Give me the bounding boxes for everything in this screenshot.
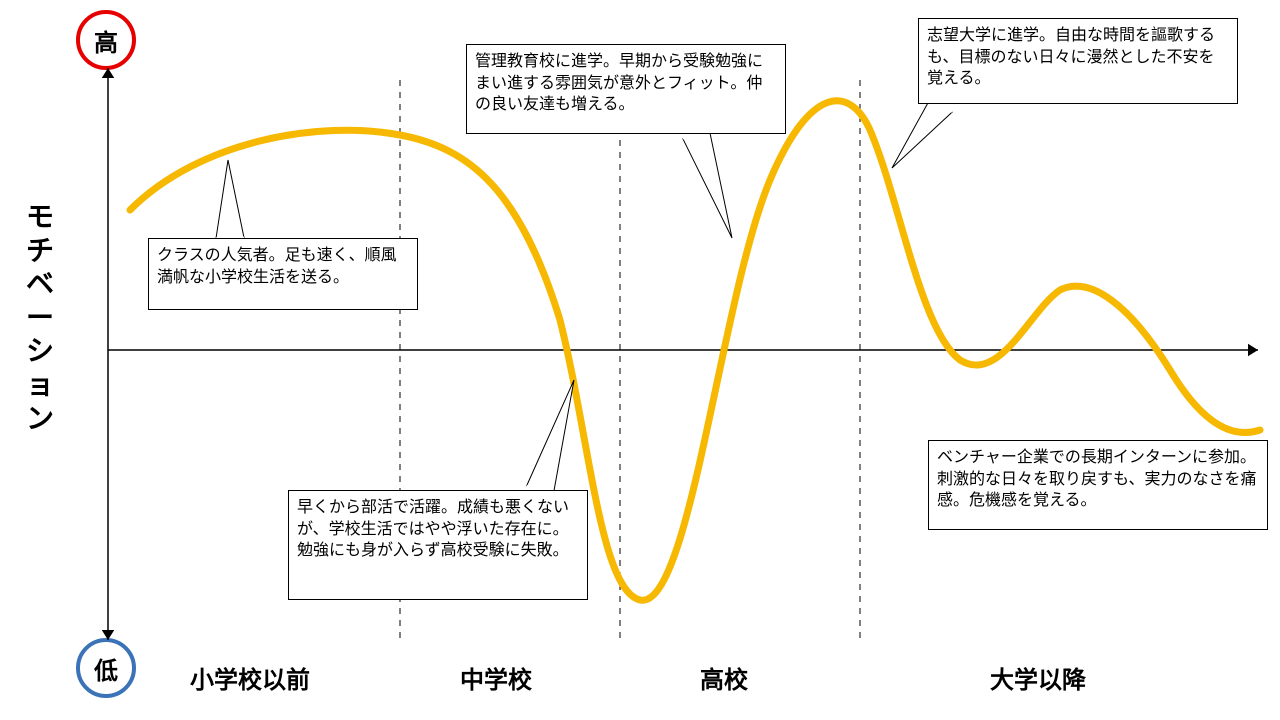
y-axis-label: モチベーション <box>20 200 60 435</box>
callout-intern: ベンチャー企業での長期インターンに参加。刺激的な日々を取り戻すも、実力のなさを痛… <box>928 440 1268 530</box>
callout-high_school: 管理教育校に進学。早期から受験勉強にまい進する雰囲気が意外とフィット。仲の良い友… <box>466 44 786 134</box>
axis-low-badge: 低 <box>76 638 136 698</box>
motivation-timeline-diagram: モチベーション 高 低 クラスの人気者。足も速く、順風満帆な小学校生活を送る。早… <box>0 0 1280 720</box>
period-label: 高校 <box>700 660 748 695</box>
axis-high-badge: 高 <box>76 10 136 70</box>
callout-elementary: クラスの人気者。足も速く、順風満帆な小学校生活を送る。 <box>148 238 418 310</box>
callout-university: 志望大学に進学。自由な時間を謳歌するも、目標のない日々に漫然とした不安を覚える。 <box>918 18 1238 104</box>
period-label: 大学以降 <box>990 660 1086 695</box>
period-label: 小学校以前 <box>190 660 310 695</box>
callout-junior_high: 早くから部活で活躍。成績も悪くないが、学校生活ではやや浮いた存在に。勉強にも身が… <box>288 490 588 600</box>
period-label: 中学校 <box>460 660 532 695</box>
